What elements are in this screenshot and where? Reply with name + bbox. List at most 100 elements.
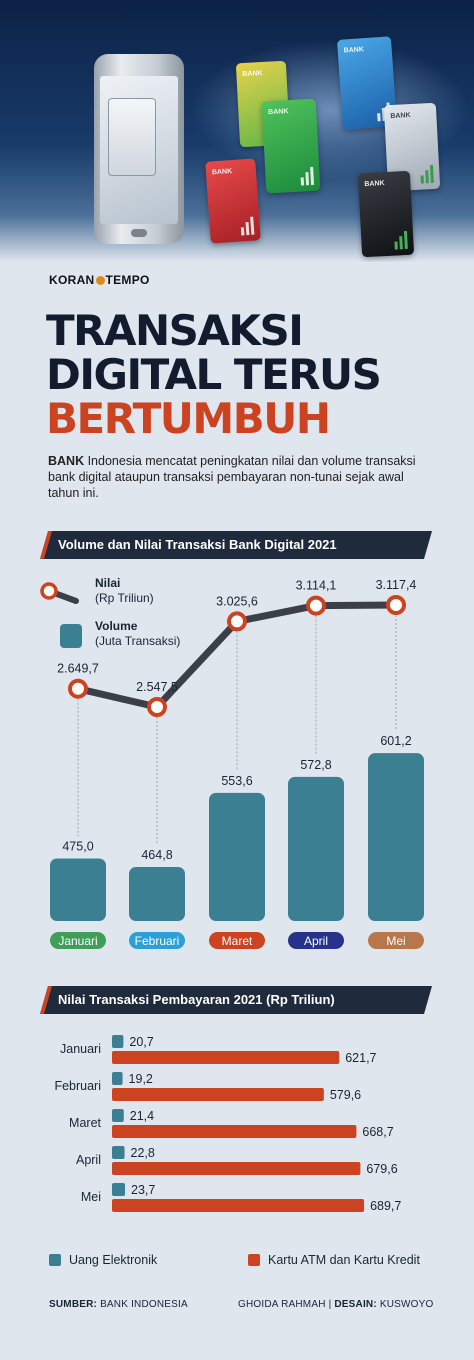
kartu-value-label: 668,7: [362, 1125, 393, 1139]
legend-nilai-unit: (Rp Triliun): [95, 591, 154, 605]
month-label: Januari: [58, 934, 97, 948]
volume-bar: [368, 753, 424, 921]
kartu-value-label: 689,7: [370, 1199, 401, 1213]
legend-volume-icon: [60, 624, 82, 648]
card-bank-label: BANK: [211, 167, 233, 177]
legend-nilai-label: Nilai: [95, 576, 121, 590]
volume-value-label: 475,0: [62, 839, 93, 853]
footer-source-value: BANK INDONESIA: [100, 1299, 188, 1310]
card-bars-icon: [300, 166, 315, 186]
card-black: BANK: [357, 170, 415, 258]
card-red: BANK: [205, 158, 261, 244]
legend-kartu-swatch: [248, 1254, 260, 1266]
footer-source: SUMBER: BANK INDONESIA: [49, 1299, 188, 1310]
volume-nilai-chart: 475,0 464,8 553,6 572,8 601,2 2.649,7 2.547,5…: [50, 578, 424, 949]
brand-right: TEMPO: [105, 273, 150, 287]
elektronik-value-label: 21,4: [130, 1109, 154, 1123]
kartu-value-label: 579,6: [330, 1088, 361, 1102]
volume-bars: 475,0 464,8 553,6 572,8 601,2: [50, 615, 424, 921]
volume-bar: [129, 866, 185, 921]
pembayaran-chart: Januari 20,7 621,7 Februari 19,2 579,6 Maret 21…: [54, 1035, 401, 1213]
card-bars-icon: [240, 216, 255, 236]
footer-credit-designer: KUSWOYO: [379, 1299, 434, 1310]
smartphone-illustration: [94, 54, 184, 244]
intro-paragraph: BANK Indonesia mencatat peningkatan nila…: [48, 453, 438, 501]
kartu-value-label: 621,7: [345, 1051, 376, 1065]
card-bars-icon: [394, 230, 408, 250]
month-label: Maret: [222, 934, 253, 948]
brand-left: KORAN: [49, 273, 95, 287]
volume-value-label: 572,8: [300, 758, 331, 772]
kartu-bar: [112, 1199, 365, 1212]
elektronik-bar: [112, 1109, 124, 1122]
volume-bar: [50, 858, 106, 921]
nilai-value-label: 2.547,5: [136, 680, 178, 694]
nilai-point: [306, 595, 326, 616]
legend-kartu-label: Kartu ATM dan Kartu Kredit: [268, 1253, 420, 1267]
elektronik-value-label: 23,7: [131, 1183, 155, 1197]
month-pill: [368, 932, 424, 949]
page-title-line1: TRANSAKSI: [46, 306, 304, 355]
intro-lead: BANK: [48, 454, 85, 468]
kartu-bar: [112, 1162, 361, 1175]
elektronik-bar: [112, 1072, 123, 1085]
hero-illustration: BANK BANK BANK BANK BANK BANK: [0, 0, 474, 262]
volume-bar: [288, 776, 344, 921]
phone-home-button: [131, 229, 147, 237]
elektronik-bar: [112, 1035, 124, 1048]
elektronik-bar: [112, 1183, 126, 1196]
nilai-value-label: 2.649,7: [57, 662, 99, 676]
category-label: April: [76, 1153, 101, 1167]
kartu-bar: [112, 1051, 340, 1064]
section-title-pembayaran: Nilai Transaksi Pembayaran 2021 (Rp Tril…: [40, 986, 432, 1014]
nilai-line: 2.649,7 2.547,5 3.025,6 3.114,1 3.117,4: [57, 578, 417, 717]
month-label: Februari: [135, 934, 180, 948]
card-bars-icon: [420, 164, 434, 184]
kartu-bar: [112, 1125, 357, 1138]
pembayaran-bars: Januari 20,7 621,7 Februari 19,2 579,6 Maret 21…: [54, 1035, 401, 1213]
category-label: Januari: [60, 1042, 101, 1056]
month-pill: [129, 932, 185, 949]
nilai-value-label: 3.025,6: [216, 594, 258, 608]
month-label: April: [304, 934, 328, 948]
month-pill: [50, 932, 106, 949]
volume-value-label: 553,6: [221, 774, 252, 788]
category-label: Maret: [69, 1116, 101, 1130]
card-bank-label: BANK: [364, 180, 385, 189]
month-pill: [209, 932, 265, 949]
category-label: Mei: [81, 1190, 101, 1204]
legend-elektronik-label: Uang Elektronik: [69, 1253, 158, 1267]
legend-volume-unit: (Juta Transaksi): [95, 634, 181, 648]
nilai-value-label: 3.117,4: [376, 578, 417, 592]
intro-text: Indonesia mencatat peningkatan nilai dan…: [48, 454, 416, 500]
nilai-point: [68, 678, 88, 699]
card-bank-label: BANK: [390, 112, 411, 121]
nilai-point: [227, 611, 247, 632]
month-pill: [288, 932, 344, 949]
section-title-volume-nilai: Volume dan Nilai Transaksi Bank Digital …: [40, 531, 432, 559]
elektronik-value-label: 19,2: [129, 1072, 153, 1086]
kartu-bar: [112, 1088, 324, 1101]
volume-value-label: 464,8: [141, 848, 172, 862]
brand-dot-icon: [95, 276, 105, 285]
card-green: BANK: [261, 98, 321, 194]
nilai-value-label: 3.114,1: [296, 579, 337, 593]
card-bank-label: BANK: [268, 108, 289, 117]
footer-credit-label: DESAIN:: [334, 1299, 377, 1310]
phone-card-image: [108, 98, 156, 176]
month-pills: Januari Februari Maret April Mei: [50, 932, 424, 949]
legend-kartu: Kartu ATM dan Kartu Kredit: [248, 1253, 420, 1267]
category-label: Februari: [54, 1079, 101, 1093]
legend-nilai-icon: [40, 582, 79, 604]
nilai-point: [147, 697, 167, 717]
footer-credit: GHOIDA RAHMAH | DESAIN: KUSWOYO: [238, 1299, 434, 1310]
elektronik-bar: [112, 1146, 125, 1159]
volume-bar: [209, 792, 265, 921]
footer-credit-author: GHOIDA RAHMAH |: [238, 1299, 335, 1310]
elektronik-value-label: 20,7: [129, 1035, 153, 1049]
legend-elektronik-swatch: [49, 1254, 61, 1266]
footer-source-label: SUMBER:: [49, 1299, 98, 1310]
legend-uang-elektronik: Uang Elektronik: [49, 1253, 157, 1267]
card-bank-label: BANK: [242, 69, 263, 79]
